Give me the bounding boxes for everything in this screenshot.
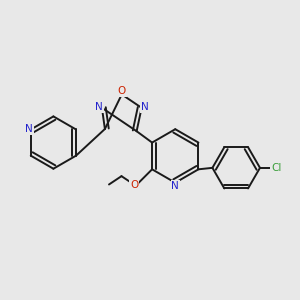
- Text: N: N: [26, 124, 33, 134]
- Text: O: O: [118, 86, 126, 96]
- Text: O: O: [130, 180, 138, 190]
- Text: N: N: [171, 181, 179, 191]
- Text: Cl: Cl: [271, 163, 281, 173]
- Text: N: N: [95, 102, 103, 112]
- Text: N: N: [141, 102, 148, 112]
